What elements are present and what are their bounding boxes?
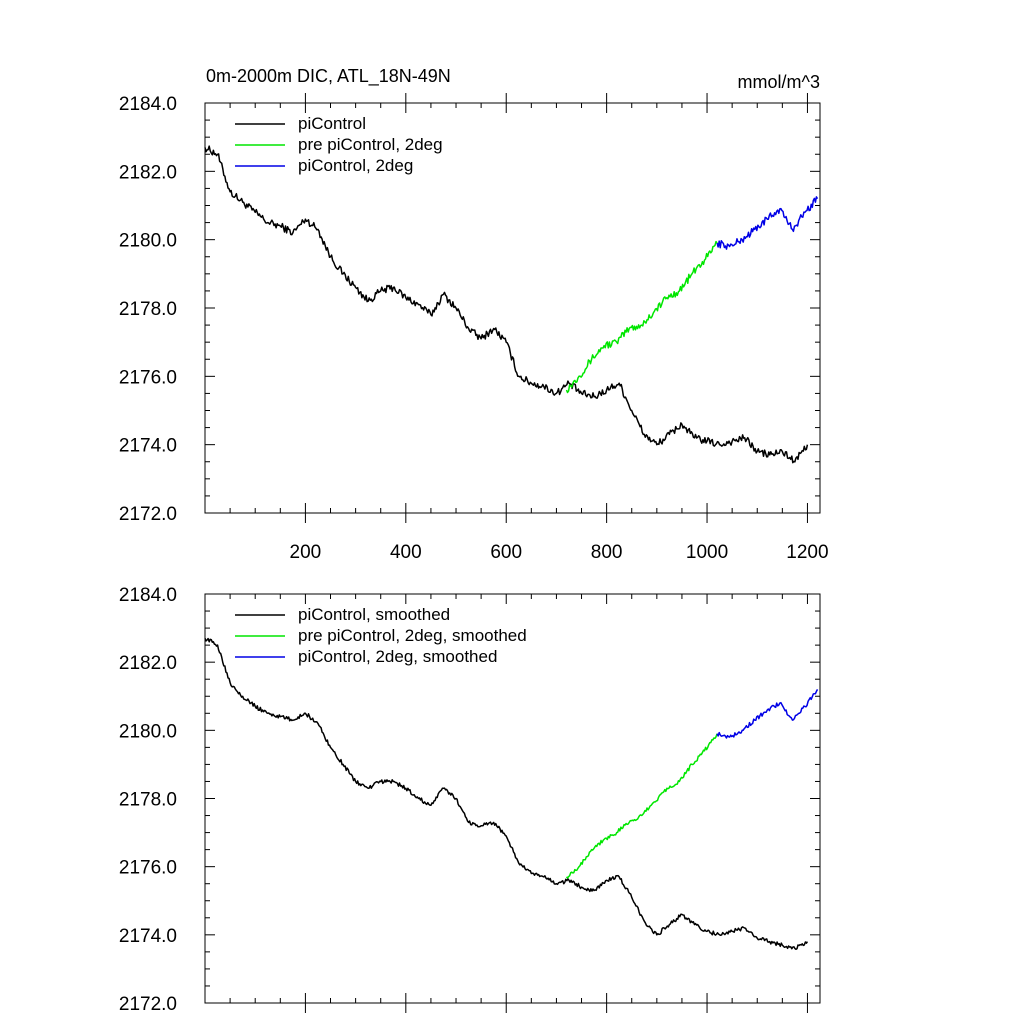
chart-title: 0m-2000m DIC, ATL_18N-49N [206,66,451,87]
y-tick-label: 2176.0 [119,367,177,388]
chart-units: mmol/m^3 [738,72,820,92]
y-tick-label: 2184.0 [119,94,177,115]
x-tick-label: 200 [290,542,322,563]
x-tick-label: 600 [490,542,522,563]
legend-label: pre piControl, 2deg, smoothed [298,626,527,645]
legend-label: piControl [298,114,366,133]
y-tick-label: 2184.0 [119,585,177,606]
y-tick-label: 2174.0 [119,926,177,947]
y-tick-label: 2174.0 [119,436,177,457]
y-tick-label: 2180.0 [119,231,177,252]
x-tick-label: 1200 [786,542,828,563]
x-tick-label: 1000 [686,542,728,563]
y-tick-label: 2178.0 [119,790,177,811]
series-line-2 [565,240,718,394]
x-tick-label: 400 [390,542,422,563]
y-tick-label: 2172.0 [119,504,177,525]
series-line-1 [204,145,809,464]
legend-label: piControl, 2deg [298,156,413,175]
x-tick-label: 800 [591,542,623,563]
y-tick-label: 2172.0 [119,994,177,1015]
panel-bottom: 2172.0 2174.0 2176.0 2178.0 2180.0 2182.0 2184… [119,585,821,1015]
legend-label: piControl, smoothed [298,605,450,624]
series-line-3 [716,689,819,739]
y-tick-label: 2178.0 [119,299,177,320]
legend-label: pre piControl, 2deg [298,135,443,154]
series-line-3 [716,196,819,250]
y-tick-label: 2182.0 [119,653,177,674]
legend-label: piControl, 2deg, smoothed [298,647,497,666]
y-tick-label: 2180.0 [119,721,177,742]
panel-top: 2172.0 2174.0 2176.0 2178.0 2180.0 2182.0 2184… [119,93,829,563]
y-tick-label: 2182.0 [119,162,177,183]
y-tick-label: 2176.0 [119,858,177,879]
series-line-2 [565,733,718,879]
series-line-1 [204,637,809,951]
